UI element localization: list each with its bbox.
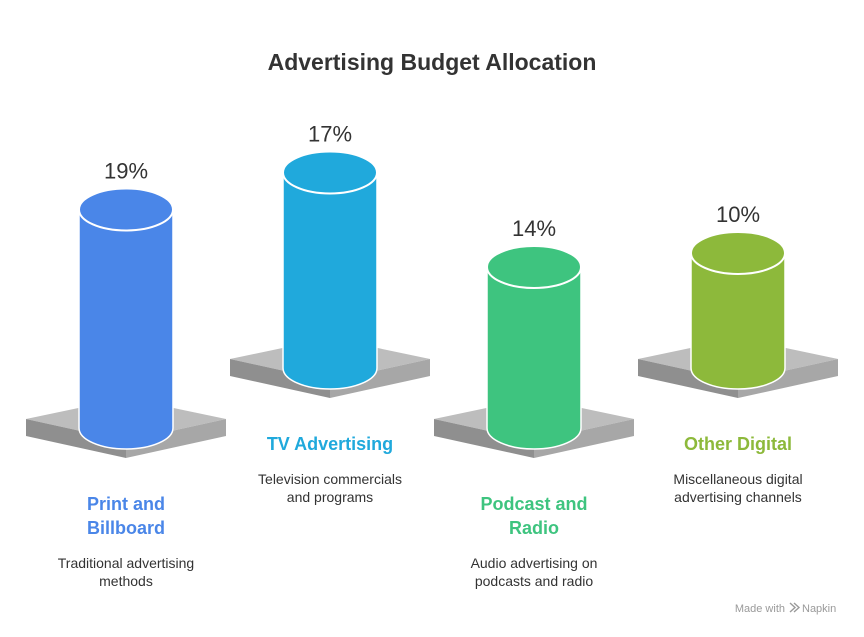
bar-group: 10% Other Digital Miscellaneous digital adv… [638, 202, 838, 505]
bar [282, 171, 378, 390]
bar-group: 19% Print and Billboard Traditional adverti… [26, 159, 226, 589]
category-label: TV Advertising [267, 434, 393, 454]
description-text: podcasts and radio [475, 573, 594, 589]
bar [486, 266, 582, 450]
bar-top-cap [282, 150, 378, 195]
bar-top-cap [78, 187, 174, 232]
value-label: 10% [716, 202, 760, 227]
watermark: Made with Napkin [735, 602, 836, 615]
description-text: methods [99, 573, 153, 589]
description-text: Audio advertising on [471, 555, 598, 571]
description-text: Miscellaneous digital [673, 471, 802, 487]
description-text: and programs [287, 489, 373, 505]
bars-layer: 19% Print and Billboard Traditional adverti… [26, 122, 838, 589]
platform-side-right [330, 359, 430, 398]
platform-side-left [638, 359, 738, 398]
bar [78, 208, 174, 450]
chart-title: Advertising Budget Allocation [268, 49, 597, 75]
platform-side-left [26, 419, 126, 458]
napkin-logo-icon [789, 602, 801, 613]
category-label: Other Digital [684, 434, 792, 454]
bar-group: 17% TV Advertising Television commercials a… [230, 122, 430, 505]
category-label: Billboard [87, 518, 165, 538]
platform-side-left [434, 419, 534, 458]
platform-side-left [230, 359, 330, 398]
platform-side-right [126, 419, 226, 458]
bar-top-cap [486, 245, 582, 289]
value-label: 14% [512, 216, 556, 241]
platform-side-right [534, 419, 634, 458]
description-text: Traditional advertising [58, 555, 194, 571]
platform-side-right [738, 359, 838, 398]
category-label: Radio [509, 518, 559, 538]
description-text: advertising channels [674, 489, 802, 505]
description-text: Television commercials [258, 471, 402, 487]
watermark-prefix: Made with [735, 603, 785, 615]
value-label: 17% [308, 122, 352, 147]
bar-top-cap [690, 231, 786, 275]
bar [690, 252, 786, 390]
value-label: 19% [104, 159, 148, 184]
category-label: Podcast and [480, 494, 587, 514]
category-label: Print and [87, 494, 165, 514]
watermark-brand: Napkin [802, 603, 836, 615]
bar-group: 14% Podcast and Radio Audio advertising on p… [434, 216, 634, 589]
